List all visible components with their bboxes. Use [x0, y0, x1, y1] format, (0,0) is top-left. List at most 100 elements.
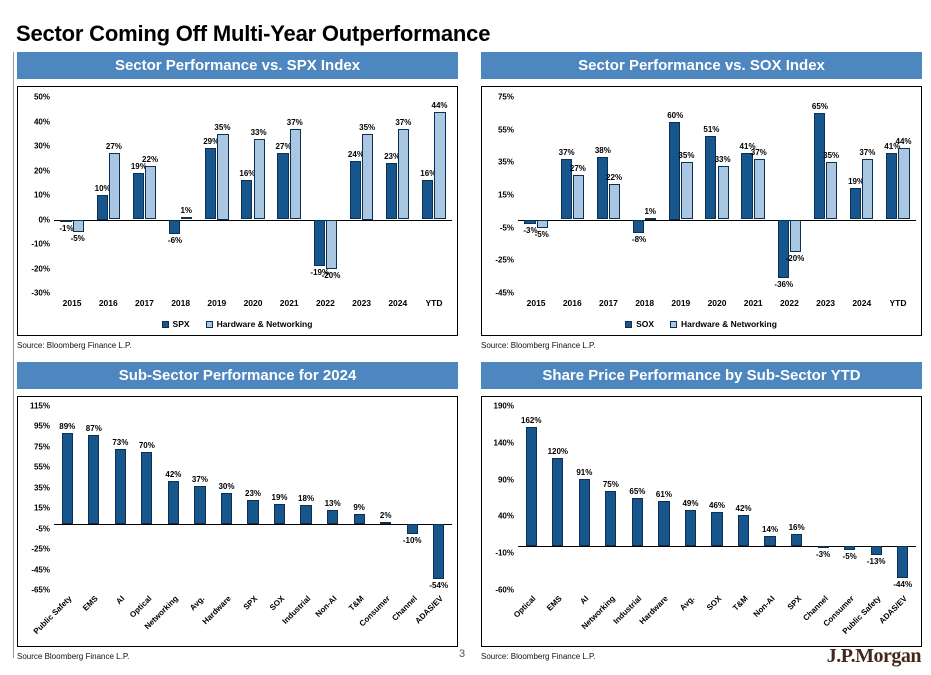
bar-value-label: 30%	[218, 481, 235, 491]
chart-header-subsector-2024: Sub-Sector Performance for 2024	[17, 362, 458, 389]
bar	[536, 219, 548, 228]
x-tick-label-text: Avg.	[678, 594, 697, 613]
plot-row: 50% 40% 30% 20% 10% 0% -10% -20% -30% -1% -5% 10% 27…	[22, 93, 452, 298]
bar	[717, 165, 729, 220]
bar	[844, 545, 856, 550]
x-tick-label: SPX	[240, 590, 267, 646]
x-tick-label: T&M	[730, 590, 757, 646]
bar-value-label: 89%	[59, 421, 76, 431]
bar-value-label: 37%	[191, 474, 208, 484]
x-tick-label: Industrial	[281, 590, 320, 646]
bar-value-label: 120%	[547, 446, 569, 456]
legend-swatch	[625, 320, 633, 328]
bar	[88, 434, 100, 524]
bar	[300, 505, 312, 524]
bar-value-label: 16%	[239, 169, 256, 179]
bar-value-label: 37%	[750, 148, 767, 158]
bar-value-label: 1%	[644, 206, 657, 216]
bar	[277, 153, 289, 220]
legend-item: SPX	[161, 319, 190, 329]
bar-value-label: 51%	[703, 125, 720, 135]
bar-value-label: 35%	[678, 151, 695, 161]
bar-value-label: -5%	[70, 233, 85, 243]
bar-value-label: 14%	[762, 524, 779, 534]
x-tick-label: Non-AI	[314, 590, 346, 646]
bar-value-label: -6%	[167, 236, 183, 246]
bar	[422, 180, 434, 220]
bar	[194, 485, 206, 524]
bar-value-label: 46%	[708, 500, 726, 510]
plot-row: 190% 140% 90% 40% -10% -60% 162% 120% 91% 75% 65% 6…	[486, 402, 916, 595]
x-tick-label-text: T&M	[731, 594, 750, 613]
bar	[817, 545, 829, 549]
legend-label: Hardware & Networking	[681, 319, 777, 329]
bar-value-label: 2%	[379, 510, 392, 520]
y-tick-label: 90%	[497, 475, 514, 485]
x-axis-labels: 2015 2016 2017 2018 2019 2020 2021 2022 2023 2024…	[518, 293, 916, 313]
x-tick-label: 2019	[671, 298, 691, 308]
bar-value-label: -3%	[523, 226, 538, 236]
bar	[168, 219, 181, 235]
bar	[631, 498, 643, 546]
source-note-sox: Source: Bloomberg Finance L.P.	[481, 341, 596, 350]
bar	[826, 162, 838, 220]
x-tick-label-text: AI	[114, 594, 127, 607]
chart-header-sox: Sector Performance vs. SOX Index	[481, 52, 922, 79]
x-tick-label: 2016	[562, 298, 582, 308]
bar	[353, 514, 365, 524]
bar	[349, 160, 362, 220]
legend-item: Hardware & Networking	[205, 319, 312, 329]
plot-area: -3% -5% 37% 27% 38% 22% -8% 1% 60% 35% 51% 33% 41% 37…	[518, 97, 916, 293]
y-tick-label: 35%	[497, 157, 514, 167]
bar	[898, 147, 910, 220]
x-tick-label: 2020	[707, 298, 727, 308]
x-tick-label: 2022	[779, 298, 799, 308]
bar	[813, 113, 826, 220]
bar	[596, 157, 608, 220]
x-tick-label: 2017	[599, 298, 618, 308]
x-tick-label-text: SPX	[241, 594, 260, 612]
bar-value-label: 42%	[735, 503, 752, 513]
y-tick-label: 115%	[29, 401, 50, 411]
bar	[524, 219, 536, 225]
x-tick-label-text: Optical	[512, 594, 538, 620]
bar-value-label: -20%	[785, 254, 805, 264]
bar-value-label: 60%	[667, 110, 684, 120]
bar-value-label: 33%	[250, 127, 267, 137]
bar	[327, 510, 339, 524]
bar-value-label: 29%	[203, 137, 220, 147]
y-tick-label: 95%	[33, 421, 50, 431]
bar-value-label: -5%	[534, 229, 549, 239]
zero-axis-line	[54, 219, 452, 221]
plot-area: 162% 120% 91% 75% 65% 61% 49% 46% 42% 14% 16% -3% -5…	[518, 406, 916, 590]
y-tick-label: 55%	[33, 462, 50, 472]
bar-value-label: 9%	[353, 503, 365, 513]
y-tick-label: 0%	[38, 215, 50, 224]
bar-value-label: -36%	[774, 280, 794, 290]
bar	[398, 128, 410, 220]
bar	[862, 159, 874, 220]
bar-value-label: -44%	[893, 580, 913, 590]
plot-area: 89% 87% 73% 70% 42% 37% 30% 23% 19% 18% 13% 9% 2% -10…	[54, 406, 452, 590]
y-axis: 115% 95% 75% 55% 35% 15% -5% -25% -45% -65%	[22, 402, 54, 595]
chart-sox: 75% 55% 35% 15% -5% -25% -45% -3% -5% 37% 27% 38% 22…	[481, 86, 922, 336]
bar-value-label: 61%	[655, 489, 672, 499]
section-spx: Sector Performance vs. SPX Index 50% 40% 3…	[17, 52, 458, 350]
y-tick-label: -25%	[495, 255, 514, 265]
bar-value-label: 27%	[569, 164, 586, 174]
bar	[108, 153, 120, 220]
page-title: Sector Coming Off Multi-Year Outperforma…	[16, 20, 491, 46]
y-tick-label: 140%	[493, 438, 514, 448]
zero-axis-line	[54, 523, 452, 525]
bar	[605, 490, 617, 546]
legend-swatch	[205, 320, 213, 328]
bar-value-label: 44%	[895, 136, 912, 146]
bar	[886, 152, 898, 220]
bar-value-label: -8%	[631, 234, 647, 244]
legend-label: SPX	[172, 319, 190, 329]
bar	[850, 188, 862, 220]
chart-header-spx: Sector Performance vs. SPX Index	[17, 52, 458, 79]
bar	[645, 217, 657, 220]
bar	[711, 511, 723, 546]
bar	[114, 448, 126, 524]
